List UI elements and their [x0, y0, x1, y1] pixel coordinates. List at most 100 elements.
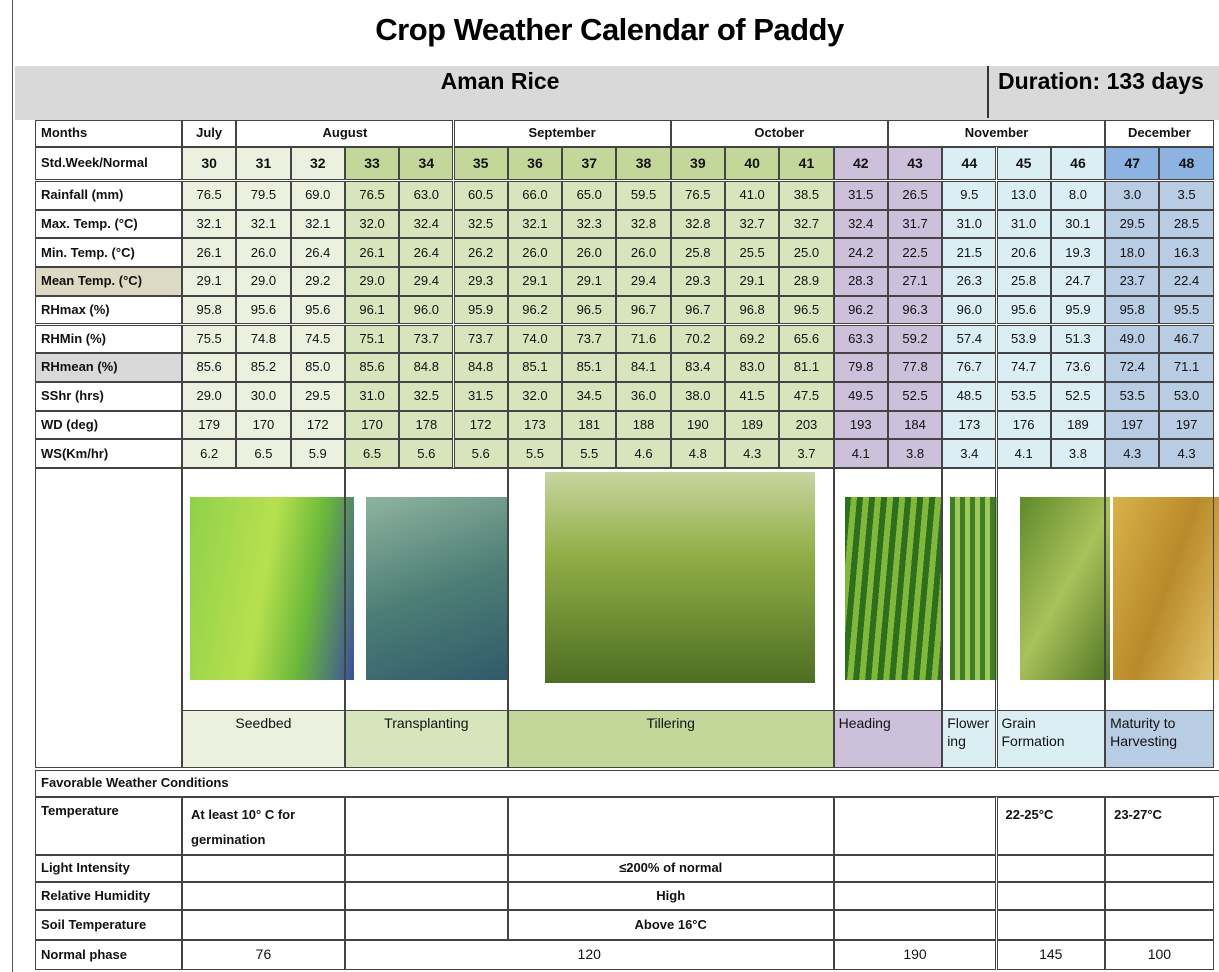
value-cell: 85.2: [236, 353, 290, 382]
value-cell: 27.1: [888, 267, 942, 296]
value-cell: 4.1: [834, 439, 888, 468]
value-cell: 75.5: [182, 325, 236, 354]
title: Crop Weather Calendar of Paddy: [0, 12, 1219, 48]
value-cell: 178: [399, 411, 453, 440]
value-cell: 31.0: [942, 210, 996, 239]
week: 45: [997, 147, 1051, 180]
value-cell: 65.6: [779, 325, 833, 354]
normal-phase-value: 76: [182, 940, 345, 970]
label-column: [35, 468, 182, 768]
value-cell: 83.4: [671, 353, 725, 382]
week: 34: [399, 147, 453, 180]
condition-cell: At least 10° C for germination: [182, 797, 345, 855]
value-cell: 32.5: [399, 382, 453, 411]
row-label: Soil Temperature: [35, 910, 182, 940]
week: 33: [345, 147, 399, 180]
value-cell: 74.8: [236, 325, 290, 354]
value-cell: 96.5: [779, 296, 833, 325]
condition-cell: [1105, 855, 1214, 882]
condition-cell: [345, 797, 508, 855]
value-cell: 20.6: [997, 238, 1051, 267]
week: 44: [942, 147, 996, 180]
value-cell: 26.4: [399, 238, 453, 267]
value-cell: 179: [182, 411, 236, 440]
row-label: RHmax (%): [35, 296, 182, 325]
phase: Seedbed: [182, 710, 345, 768]
value-cell: 69.0: [291, 181, 345, 210]
value-cell: 95.9: [1051, 296, 1105, 325]
value-cell: 32.4: [399, 210, 453, 239]
value-cell: 4.3: [1105, 439, 1159, 468]
value-cell: 3.5: [1159, 181, 1213, 210]
value-cell: 4.8: [671, 439, 725, 468]
value-cell: 24.2: [834, 238, 888, 267]
value-cell: 49.5: [834, 382, 888, 411]
value-cell: 16.3: [1159, 238, 1213, 267]
photo-cell: [834, 468, 943, 710]
value-cell: 3.8: [888, 439, 942, 468]
value-cell: 9.5: [942, 181, 996, 210]
value-cell: 22.5: [888, 238, 942, 267]
value-cell: 76.7: [942, 353, 996, 382]
value-cell: 79.8: [834, 353, 888, 382]
month: July: [182, 120, 236, 147]
value-cell: 6.5: [345, 439, 399, 468]
value-cell: 181: [562, 411, 616, 440]
value-cell: 85.6: [182, 353, 236, 382]
value-cell: 95.5: [1159, 296, 1213, 325]
value-cell: 31.0: [345, 382, 399, 411]
value-cell: 19.3: [1051, 238, 1105, 267]
row-label: WS(Km/hr): [35, 439, 182, 468]
condition-cell: [1105, 910, 1214, 940]
value-cell: 32.1: [291, 210, 345, 239]
value-cell: 203: [779, 411, 833, 440]
row-label: Months: [35, 120, 182, 147]
normal-phase-value: 100: [1105, 940, 1214, 970]
value-cell: 190: [671, 411, 725, 440]
value-cell: 3.0: [1105, 181, 1159, 210]
row-label: Light Intensity: [35, 855, 182, 882]
value-cell: 73.7: [399, 325, 453, 354]
condition-cell: [997, 882, 1106, 910]
value-cell: 26.2: [454, 238, 508, 267]
value-cell: 29.5: [291, 382, 345, 411]
value-cell: 18.0: [1105, 238, 1159, 267]
value-cell: 3.8: [1051, 439, 1105, 468]
condition-cell: [1105, 882, 1214, 910]
row-label: RHMin (%): [35, 325, 182, 354]
row-label: Std.Week/Normal: [35, 147, 182, 180]
value-cell: 23.7: [1105, 267, 1159, 296]
value-cell: 63.3: [834, 325, 888, 354]
condition-cell: [182, 910, 345, 940]
value-cell: 48.5: [942, 382, 996, 411]
value-cell: 29.1: [725, 267, 779, 296]
value-cell: 29.0: [345, 267, 399, 296]
value-cell: 6.5: [236, 439, 290, 468]
value-cell: 51.3: [1051, 325, 1105, 354]
condition-cell: [997, 855, 1106, 882]
condition-cell: [345, 855, 508, 882]
value-cell: 184: [888, 411, 942, 440]
value-cell: 25.5: [725, 238, 779, 267]
value-cell: 32.4: [834, 210, 888, 239]
value-cell: 81.1: [779, 353, 833, 382]
value-cell: 76.5: [671, 181, 725, 210]
row-label: Max. Temp. (°C): [35, 210, 182, 239]
value-cell: 188: [616, 411, 670, 440]
value-cell: 29.0: [236, 267, 290, 296]
value-cell: 95.6: [291, 296, 345, 325]
value-cell: 26.3: [942, 267, 996, 296]
value-cell: 96.7: [616, 296, 670, 325]
value-cell: 29.1: [562, 267, 616, 296]
row-label: Relative Humidity: [35, 882, 182, 910]
value-cell: 26.0: [236, 238, 290, 267]
week: 39: [671, 147, 725, 180]
value-cell: 173: [942, 411, 996, 440]
value-cell: 57.4: [942, 325, 996, 354]
value-cell: 26.5: [888, 181, 942, 210]
month: November: [888, 120, 1105, 147]
row-label: WD (deg): [35, 411, 182, 440]
value-cell: 65.0: [562, 181, 616, 210]
value-cell: 84.8: [399, 353, 453, 382]
value-cell: 46.7: [1159, 325, 1213, 354]
